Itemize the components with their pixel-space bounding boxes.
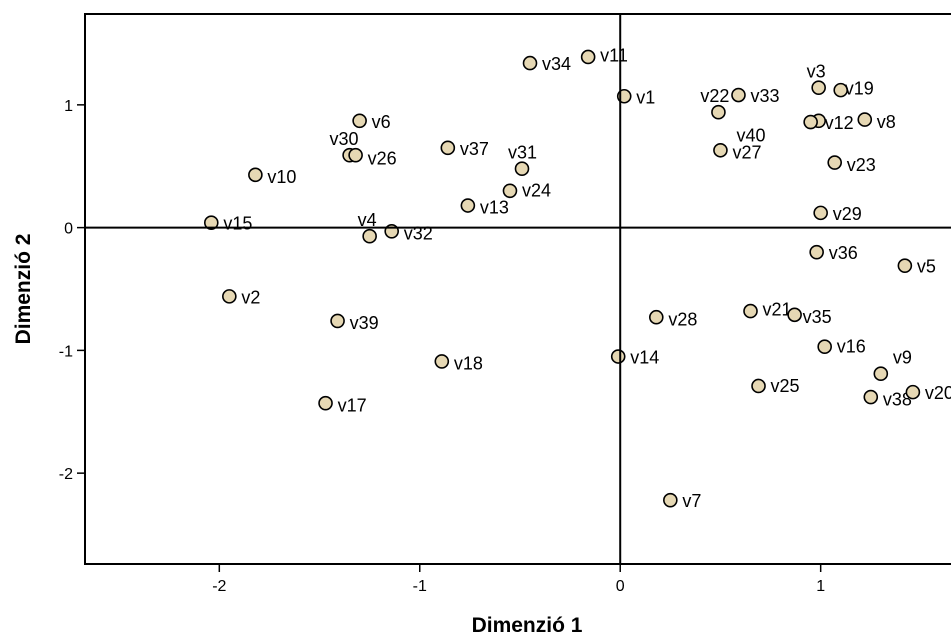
point-v28 [648,309,664,325]
point-v39 [330,313,345,329]
point-label-v37: v37 [460,139,489,159]
point-label-v28: v28 [668,309,697,329]
point-label-v22: v22 [700,86,729,106]
point-v7 [663,492,678,508]
point-label-v23: v23 [847,155,876,175]
point-v34 [522,55,538,71]
point-label-v32: v32 [404,224,433,244]
point-label-v21: v21 [763,300,792,320]
point-label-v27: v27 [732,143,761,163]
point-v10 [248,167,263,183]
y-tick-label: -2 [59,466,73,483]
point-label-v5: v5 [917,257,936,277]
point-v25 [751,378,766,394]
point-label-v39: v39 [350,313,379,333]
x-axis-ticks: -2 -1 0 1 [212,564,825,595]
point-label-v10: v10 [267,167,296,187]
point-v5 [897,258,913,273]
point-label-v4: v4 [358,210,377,230]
point-label-v20: v20 [925,383,951,403]
point-v2 [222,289,237,304]
point-v4 [362,228,377,244]
point-v24 [502,183,518,199]
point-v21 [743,303,758,319]
point-label-v9: v9 [893,348,912,368]
point-label-v24: v24 [522,181,551,201]
point-label-v18: v18 [454,354,483,374]
point-v15 [203,215,219,231]
x-axis-title: Dimenzió 1 [472,614,583,637]
point-label-v25: v25 [771,376,800,396]
point-label-v14: v14 [630,348,659,368]
point-v11 [580,49,596,65]
point-label-v13: v13 [480,198,509,218]
y-axis-title: Dimenzió 2 [12,234,35,345]
point-label-v31: v31 [508,143,537,163]
point-v37 [440,140,456,156]
point-v22 [711,104,726,120]
point-label-v6: v6 [372,112,391,132]
point-v18 [434,354,450,369]
point-v35 [787,307,802,323]
point-label-v30: v30 [330,129,359,149]
point-v20 [905,384,921,400]
point-label-v2: v2 [241,287,260,307]
point-v3 [811,80,826,95]
point-label-v40: v40 [736,125,765,145]
point-label-v11: v11 [600,46,628,66]
point-label-v16: v16 [837,336,866,356]
point-label-v12: v12 [825,113,854,133]
point-v9 [873,366,889,382]
point-v16 [817,339,832,355]
point-label-v8: v8 [877,112,896,132]
point-v27 [713,142,728,158]
point-label-v34: v34 [542,54,571,74]
point-v19 [833,82,849,98]
point-label-v19: v19 [845,79,874,99]
y-axis-ticks: 1 0 -1 -2 [59,98,85,483]
point-v14 [610,349,626,364]
point-v29 [813,205,828,221]
x-tick-label: 1 [816,578,825,595]
point-label-v36: v36 [829,243,858,263]
plot-frame [84,13,951,565]
x-tick-label: -1 [413,578,427,595]
point-v13 [460,198,476,213]
point-v36 [809,244,824,260]
y-tick-label: -1 [59,343,73,360]
point-v38 [863,389,879,405]
point-label-v17: v17 [338,395,367,415]
point-v40 [803,114,818,130]
point-v31 [514,161,530,176]
point-v33 [731,87,746,103]
x-tick-label: -2 [212,578,226,595]
point-v26 [348,147,363,163]
point-label-v33: v33 [751,86,780,106]
point-v23 [827,155,843,170]
point-v8 [857,112,873,127]
point-v17 [318,395,333,411]
point-v6 [352,113,367,129]
point-label-v3: v3 [807,61,826,81]
point-label-v29: v29 [833,204,862,224]
x-tick-label: 0 [616,578,625,595]
point-label-v15: v15 [223,214,252,234]
y-tick-label: 0 [64,221,73,238]
point-label-v38: v38 [883,389,912,409]
point-label-v35: v35 [803,307,832,327]
y-tick-label: 1 [64,98,73,115]
point-label-v7: v7 [682,491,701,511]
point-label-v26: v26 [368,149,397,169]
point-label-v1: v1 [636,87,655,107]
